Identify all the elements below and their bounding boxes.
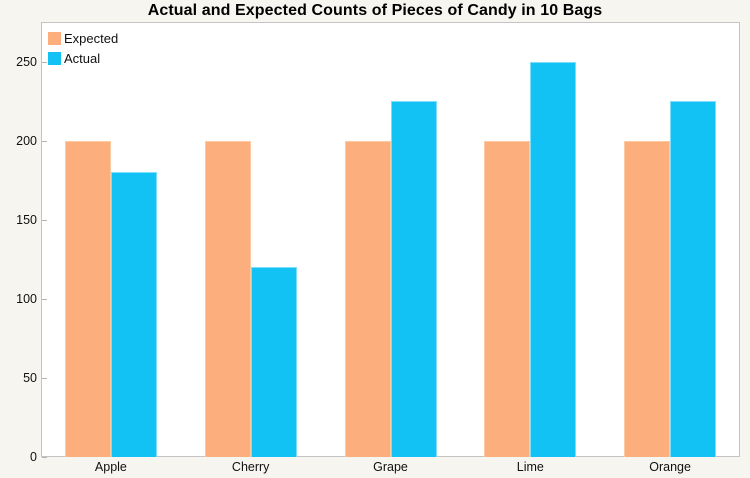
bar-actual-cherry bbox=[250, 267, 297, 457]
y-tick-mark bbox=[42, 61, 47, 63]
y-tick-mark bbox=[42, 377, 47, 379]
legend-label-expected: Expected bbox=[64, 30, 119, 46]
y-tick-mark bbox=[42, 140, 47, 142]
bar-actual-lime bbox=[530, 61, 577, 457]
legend: Expected Actual bbox=[48, 28, 118, 68]
bar-expected-cherry bbox=[204, 140, 251, 457]
legend-swatch-actual-icon bbox=[48, 51, 61, 65]
y-tick-mark bbox=[42, 457, 47, 458]
y-tick-label-150: 150 bbox=[16, 212, 37, 227]
x-tick-label-apple: Apple bbox=[94, 460, 127, 474]
y-tick-label-250: 250 bbox=[16, 54, 37, 69]
y-tick-label-0: 0 bbox=[30, 450, 37, 464]
bar-actual-apple bbox=[110, 172, 157, 457]
legend-swatch-expected-icon bbox=[48, 31, 61, 45]
chart-title: Actual and Expected Counts of Pieces of … bbox=[147, 2, 603, 19]
y-tick-label-200: 200 bbox=[16, 133, 37, 148]
y-tick-label-100: 100 bbox=[16, 291, 37, 306]
legend-label-actual: Actual bbox=[64, 50, 101, 66]
x-tick-label-grape: Grape bbox=[373, 460, 408, 474]
bar-expected-apple bbox=[64, 140, 111, 457]
bar-expected-lime bbox=[484, 140, 531, 457]
y-tick-label-50: 50 bbox=[23, 370, 37, 385]
y-tick-mark bbox=[42, 219, 47, 221]
legend-item-expected: Expected bbox=[48, 28, 118, 48]
bar-expected-grape bbox=[344, 140, 391, 457]
y-tick-mark bbox=[42, 298, 47, 300]
bar-actual-orange bbox=[670, 101, 717, 457]
x-tick-label-orange: Orange bbox=[649, 460, 691, 474]
bar-expected-orange bbox=[624, 140, 671, 457]
x-tick-label-lime: Lime bbox=[516, 460, 544, 474]
bar-actual-grape bbox=[390, 101, 437, 457]
x-tick-label-cherry: Cherry bbox=[231, 460, 270, 474]
legend-item-actual: Actual bbox=[48, 48, 118, 68]
